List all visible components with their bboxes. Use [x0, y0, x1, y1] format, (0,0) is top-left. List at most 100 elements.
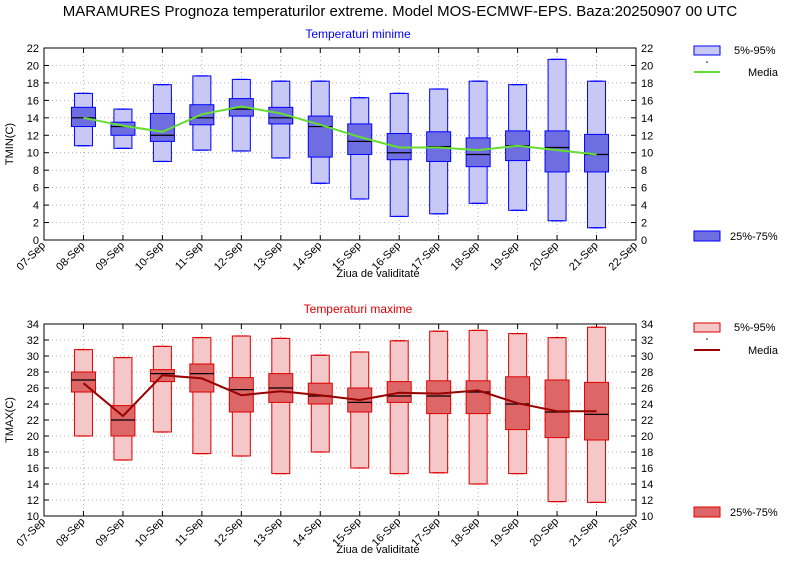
y-tick-label-left: 22 [27, 415, 39, 427]
y-tick-label-right: 10 [641, 148, 653, 160]
y-tick-label-left: 20 [27, 60, 39, 72]
x-tick-label: 14-Sep [291, 516, 325, 550]
y-tick-label-right: 12 [641, 495, 653, 507]
y-tick-label-right: 22 [641, 415, 653, 427]
box-20-Sep [544, 58, 570, 222]
y-tick-label-left: 6 [33, 183, 39, 195]
y-tick-label-right: 10 [641, 511, 653, 523]
y-tick-label-left: 18 [27, 78, 39, 90]
y-tick-label-right: 20 [641, 60, 653, 72]
panel-title: Temperaturi minime [305, 27, 411, 41]
legend: 5%-95% Media 25%-75% [693, 45, 779, 243]
legend-swatch-p25-p75 [693, 506, 721, 518]
box-18-Sep [465, 329, 491, 485]
y-tick-label-left: 10 [27, 148, 39, 160]
mean-line [82, 374, 597, 418]
y-tick-label-left: 16 [27, 463, 39, 475]
x-tick-label: 09-Sep [93, 240, 127, 274]
p25-p75-box [465, 380, 491, 415]
y-axis-label: TMIN(C) [4, 123, 16, 165]
p5-p95-box [389, 340, 409, 475]
x-tick-label: 21-Sep [567, 240, 601, 274]
y-tick-label-right: 2 [641, 218, 647, 230]
y-tick-label-left: 32 [27, 335, 39, 347]
y-tick-label-left: 12 [27, 495, 39, 507]
x-tick-label: 12-Sep [212, 240, 246, 274]
y-tick-label-right: 14 [641, 113, 653, 125]
x-tick-label: 18-Sep [449, 516, 483, 550]
x-tick-label: 20-Sep [528, 240, 562, 274]
y-tick-label-left: 16 [27, 95, 39, 107]
x-tick-label: 22-Sep [607, 240, 641, 274]
plot-frame [43, 47, 637, 241]
box-16-Sep [386, 340, 412, 475]
y-tick-label-right: 16 [641, 95, 653, 107]
y-tick-label-right: 12 [641, 130, 653, 142]
box-21-Sep [584, 326, 610, 503]
legend-dot [706, 338, 708, 340]
mean-line [83, 105, 597, 156]
box-18-Sep [465, 80, 491, 204]
x-tick-label: 11-Sep [173, 516, 206, 549]
x-axis-label: Ziua de validitate [336, 268, 419, 280]
x-tick-label: 14-Sep [291, 240, 325, 274]
y-tick-label-right: 34 [641, 319, 653, 331]
y-tick-label-left: 18 [27, 447, 39, 459]
box-13-Sep [268, 337, 294, 475]
p5-p95-box [192, 337, 212, 455]
y-tick-label-right: 26 [641, 383, 653, 395]
y-tick-label-left: 2 [33, 218, 39, 230]
x-tick-label: 20-Sep [528, 516, 562, 550]
legend-label-p5-p95: 5%-95% [734, 322, 776, 334]
y-tick-label-left: 14 [27, 113, 39, 125]
y-tick-label-left: 20 [27, 431, 39, 443]
y-tick-label-right: 0 [641, 235, 647, 247]
legend-label-p25-p75: 25%-75% [730, 231, 778, 243]
p25-p75-box [110, 405, 136, 437]
box-17-Sep [426, 330, 452, 474]
p5-p95-box [271, 337, 291, 475]
box-14-Sep [307, 354, 333, 453]
legend-label-mean: Media [748, 345, 779, 357]
x-tick-label: 10-Sep [133, 516, 167, 550]
box-09-Sep [110, 357, 136, 461]
x-tick-label: 11-Sep [173, 240, 206, 273]
x-tick-label: 08-Sep [54, 240, 88, 274]
y-tick-label-right: 30 [641, 351, 653, 363]
legend-label-p5-p95: 5%-95% [734, 45, 776, 57]
p25-p75-box [70, 106, 96, 128]
x-tick-label: 13-Sep [251, 240, 285, 274]
box-20-Sep [544, 337, 570, 503]
box-13-Sep [268, 80, 294, 159]
y-tick-label-right: 6 [641, 183, 647, 195]
x-tick-label: 22-Sep [607, 516, 641, 550]
p25-p75-box [505, 376, 531, 431]
y-tick-label-left: 4 [33, 200, 39, 212]
legend-label-mean: Media [748, 67, 779, 79]
y-tick-label-right: 32 [641, 335, 653, 347]
legend-dot [706, 61, 708, 63]
panel-title: Temperaturi maxime [304, 302, 413, 316]
box-08-Sep [70, 92, 96, 147]
p25-p75-box [426, 380, 452, 415]
p5-p95-box [152, 345, 172, 433]
box-15-Sep [347, 351, 373, 469]
y-tick-label-right: 28 [641, 367, 653, 379]
box-15-Sep [347, 97, 373, 200]
p5-p95-box [73, 349, 93, 437]
box-10-Sep [149, 84, 175, 163]
chart-panel-2: 10 10 12 12 14 14 16 16 18 18 20 20 22 22 24 24 26 26 28 28… [4, 302, 779, 556]
x-tick-label: 09-Sep [93, 516, 127, 550]
y-tick-label-right: 8 [641, 165, 647, 177]
x-tick-label: 19-Sep [488, 240, 522, 274]
y-tick-label-right: 20 [641, 431, 653, 443]
legend-swatch-p5-p95 [693, 322, 721, 333]
y-axis-label: TMAX(C) [4, 397, 16, 443]
x-tick-label: 12-Sep [212, 516, 246, 550]
box-09-Sep [110, 108, 136, 149]
y-tick-label-right: 18 [641, 78, 653, 90]
x-tick-label: 18-Sep [449, 240, 483, 274]
x-tick-label: 08-Sep [54, 516, 88, 550]
box-16-Sep [386, 92, 412, 218]
